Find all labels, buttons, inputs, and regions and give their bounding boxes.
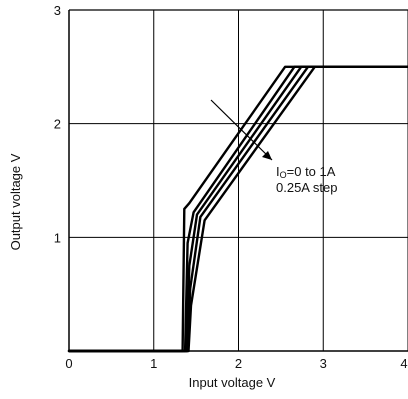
- y-axis-label: Output voltage V: [8, 153, 23, 250]
- annotation-prefix: I: [276, 164, 280, 179]
- tick-labels: 0 1 2 3 4 1 2 3: [54, 3, 408, 371]
- x-tick-label: 0: [65, 356, 72, 371]
- annotation-pointer: [210, 99, 273, 161]
- x-tick-label: 3: [320, 356, 327, 371]
- x-axis-label: Input voltage V: [189, 375, 276, 390]
- grid: [68, 9, 408, 352]
- annotation-line-1-rest: =0 to 1A: [287, 164, 336, 179]
- y-tick-label: 3: [54, 3, 61, 18]
- series-line-5: [67, 65, 408, 353]
- x-tick-label: 1: [150, 356, 157, 371]
- y-tick-label: 2: [54, 117, 61, 132]
- x-tick-label: 4: [400, 356, 407, 371]
- annotation-line-1: IO=0 to 1A: [276, 164, 336, 180]
- annotation-arrowhead: [262, 151, 272, 160]
- y-tick-label: 1: [54, 230, 61, 245]
- annotation-line-2: 0.25A step: [276, 180, 337, 195]
- series-group: [67, 65, 408, 353]
- x-tick-label: 2: [235, 356, 242, 371]
- annotation-subscript: O: [280, 170, 287, 180]
